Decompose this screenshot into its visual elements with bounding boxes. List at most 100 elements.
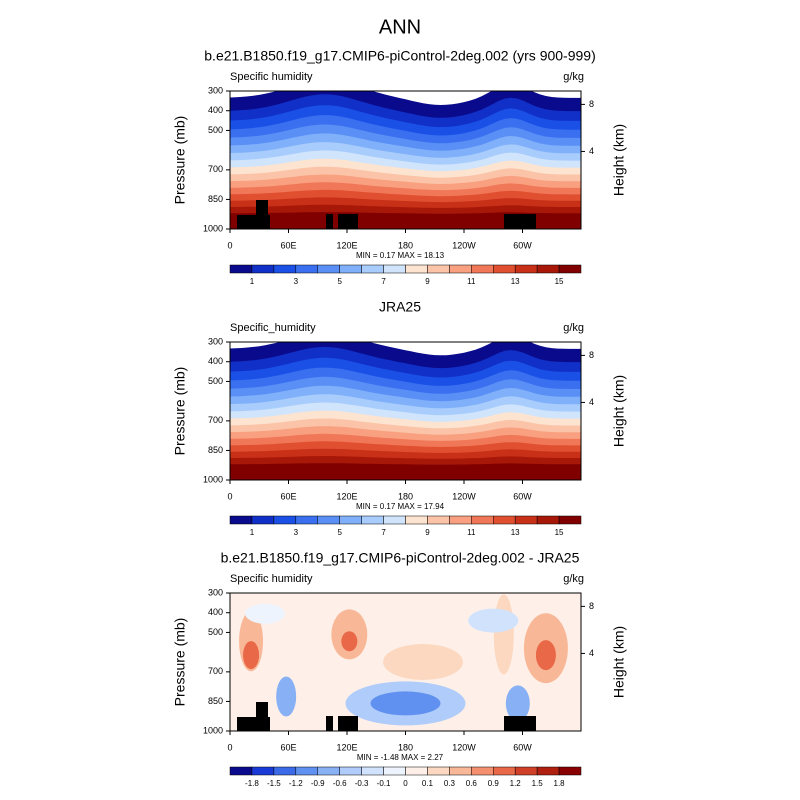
topography — [326, 214, 333, 229]
colorbar-label: 1.2 — [510, 779, 522, 788]
y-tick-label: 1000 — [203, 223, 223, 233]
colorbar-box — [229, 515, 253, 525]
contour-fill — [341, 631, 358, 652]
x-tick-label: 120E — [336, 240, 357, 250]
colorbar-box — [251, 515, 275, 525]
x-tick-label: 120W — [452, 240, 476, 250]
colorbar-box — [558, 264, 582, 274]
colorbar-label: 1.8 — [554, 779, 566, 788]
y-tick-label: 300 — [208, 336, 223, 346]
colorbar-box — [383, 515, 406, 525]
colorbar-box — [449, 515, 472, 525]
x-tick-label: 60W — [513, 742, 532, 752]
colorbar-label: -0.3 — [355, 779, 369, 788]
panel-title: b.e21.B1850.f19_g17.CMIP6-piControl-2deg… — [204, 48, 595, 64]
x-tick-label: 60W — [513, 240, 532, 250]
colorbar-box — [558, 515, 582, 525]
y-tick-label: 1000 — [203, 725, 223, 735]
colorbar-box — [536, 766, 560, 776]
y2-axis-label: Height (km) — [611, 375, 627, 447]
colorbar-box — [493, 766, 516, 776]
y-tick-label: 400 — [208, 607, 223, 617]
y-tick-label: 1000 — [203, 474, 223, 484]
colorbar-label: 15 — [555, 277, 564, 286]
contour-fill — [243, 641, 260, 670]
y-tick-label: 500 — [208, 376, 223, 386]
x-tick-label: 180 — [398, 240, 413, 250]
y-tick-label: 700 — [208, 164, 223, 174]
x-tick-label: 120E — [336, 491, 357, 501]
colorbar-box — [361, 766, 384, 776]
contour-fill — [493, 594, 514, 675]
x-tick-label: 180 — [398, 742, 413, 752]
y-tick-label: 400 — [208, 105, 223, 115]
y-tick-label: 500 — [208, 627, 223, 637]
colorbar-label: 5 — [337, 528, 342, 537]
colorbar-box — [361, 264, 384, 274]
contour-fill — [245, 603, 286, 624]
colorbar-box — [229, 766, 253, 776]
topography — [326, 716, 333, 731]
right-label: g/kg — [563, 71, 584, 83]
colorbar-box — [405, 264, 428, 274]
x-tick-label: 120E — [336, 742, 357, 752]
y-tick-label: 850 — [208, 194, 223, 204]
y-axis-label: Pressure (mb) — [172, 116, 188, 205]
x-tick-label: 0 — [227, 491, 232, 501]
colorbar-box — [427, 515, 450, 525]
y-tick-label: 400 — [208, 356, 223, 366]
colorbar-label: 13 — [511, 528, 520, 537]
colorbar-box — [317, 766, 340, 776]
colorbar-label: 3 — [294, 277, 299, 286]
y-tick-label: 300 — [208, 587, 223, 597]
colorbar-box — [536, 515, 560, 525]
y-tick-label: 700 — [208, 666, 223, 676]
colorbar-label: 3 — [294, 528, 299, 537]
y-tick-label: 850 — [208, 696, 223, 706]
y2-tick-label: 8 — [589, 99, 594, 109]
colorbar-box — [361, 515, 384, 525]
topography — [256, 702, 268, 731]
colorbar-box — [493, 264, 516, 274]
colorbar-box — [273, 766, 297, 776]
colorbar-label: 9 — [425, 277, 430, 286]
colorbar-box — [558, 766, 582, 776]
contour-fill — [370, 691, 441, 716]
topography — [504, 716, 536, 731]
left-label: Specific_humidity — [230, 322, 316, 334]
colorbar-label: 1.5 — [532, 779, 544, 788]
y-axis-label: Pressure (mb) — [172, 367, 188, 456]
topography — [338, 214, 358, 229]
contour-fill — [505, 685, 530, 722]
colorbar-box — [295, 264, 318, 274]
left-label: Specific humidity — [230, 573, 313, 585]
colorbar-label: 13 — [511, 277, 520, 286]
stats: MIN = 0.17 MAX = 18.13 — [356, 251, 445, 260]
colorbar-label: -0.9 — [311, 779, 325, 788]
colorbar-label: -1.5 — [267, 779, 281, 788]
colorbar-box — [317, 515, 340, 525]
colorbar-label: 0 — [403, 779, 408, 788]
y2-axis-label: Height (km) — [611, 626, 627, 698]
colorbar-label: 0.6 — [466, 779, 478, 788]
colorbar-box — [339, 264, 362, 274]
topography — [504, 214, 536, 229]
colorbar-label: 1 — [250, 277, 255, 286]
topography — [338, 716, 358, 731]
y2-tick-label: 8 — [589, 601, 594, 611]
colorbar-label: 11 — [467, 528, 476, 537]
x-tick-label: 120W — [452, 742, 476, 752]
x-tick-label: 180 — [398, 491, 413, 501]
colorbar-label: -0.1 — [377, 779, 391, 788]
panel-title: b.e21.B1850.f19_g17.CMIP6-piControl-2deg… — [221, 550, 580, 566]
right-label: g/kg — [563, 573, 584, 585]
colorbar-label: -1.8 — [245, 779, 259, 788]
colorbar-label: 7 — [381, 528, 386, 537]
y2-tick-label: 4 — [589, 648, 594, 658]
colorbar-label: 0.1 — [422, 779, 434, 788]
x-tick-label: 120W — [452, 491, 476, 501]
x-tick-label: 60E — [280, 491, 296, 501]
colorbar-label: 11 — [467, 277, 476, 286]
y2-tick-label: 4 — [589, 397, 594, 407]
colorbar-box — [427, 766, 450, 776]
